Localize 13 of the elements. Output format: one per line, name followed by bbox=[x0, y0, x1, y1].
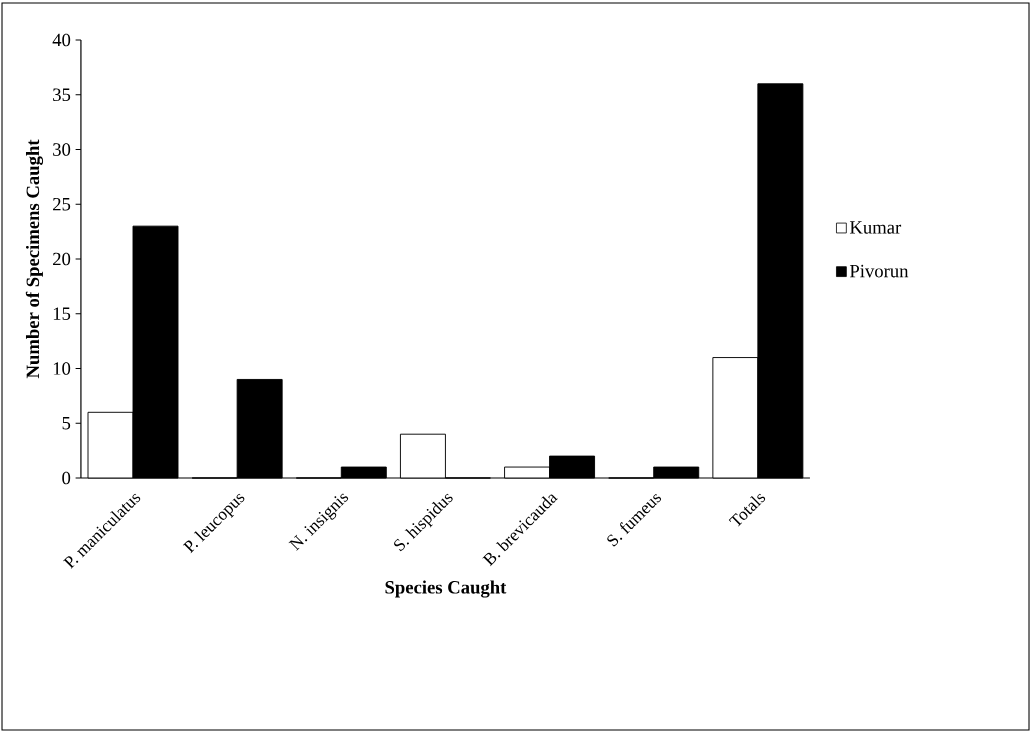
y-tick-label: 35 bbox=[53, 88, 71, 102]
y-axis-title: Number of Specimens Caught bbox=[25, 139, 44, 379]
legend-label: Kumar bbox=[849, 221, 902, 234]
y-tick-label: 15 bbox=[53, 307, 71, 321]
legend-label: Pivorun bbox=[849, 264, 909, 278]
y-tick-label: 10 bbox=[53, 362, 71, 375]
y-tick-label: 40 bbox=[52, 33, 71, 47]
y-tick-label: 20 bbox=[53, 252, 71, 266]
x-axis-title: Species Caught bbox=[385, 580, 507, 598]
y-tick-label: 5 bbox=[62, 417, 71, 430]
y-tick-label: 0 bbox=[62, 471, 71, 485]
y-tick-label: 25 bbox=[53, 197, 71, 211]
y-tick-label: 30 bbox=[53, 143, 71, 156]
